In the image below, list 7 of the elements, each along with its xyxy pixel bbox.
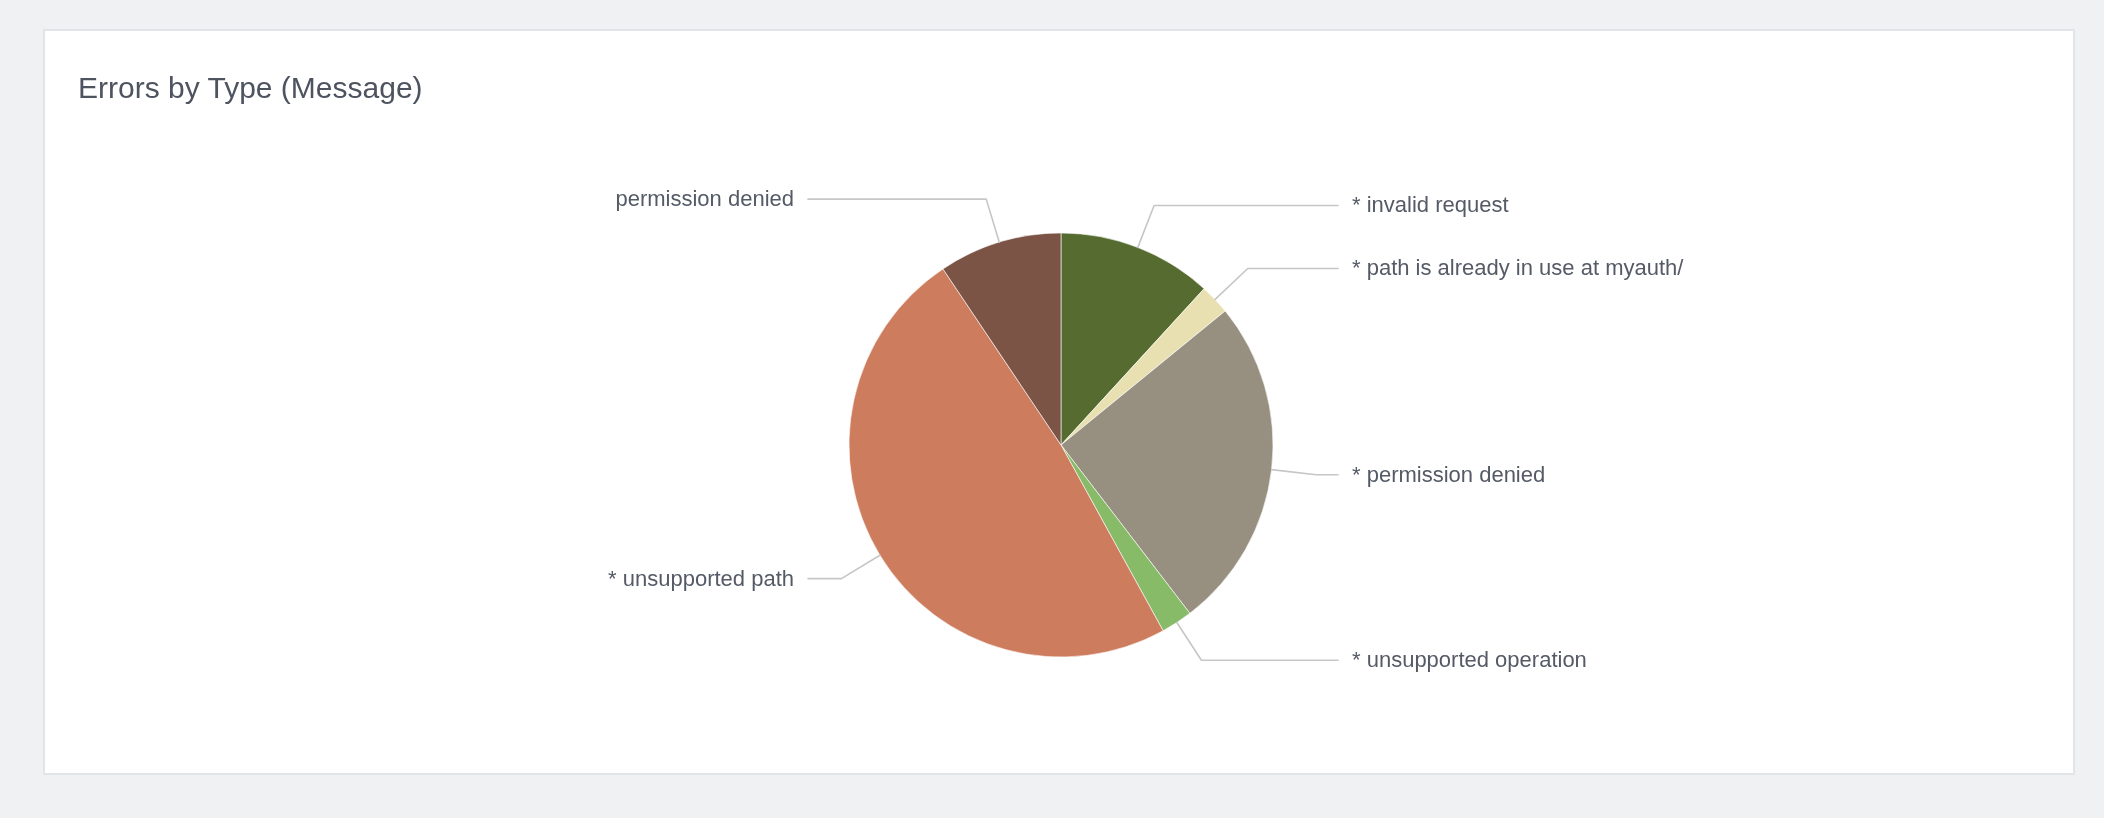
slice-label: * unsupported operation [1352,647,1587,673]
slice-label: * unsupported path [608,565,794,591]
slice-label: permission denied [615,186,794,212]
text: Errors by Type (Message) [78,71,423,104]
slice-label: * path is already in use at myauth/ [1352,255,1685,281]
slice-label: * invalid request [1352,192,1509,218]
slice-label: * permission denied [1352,461,1546,487]
